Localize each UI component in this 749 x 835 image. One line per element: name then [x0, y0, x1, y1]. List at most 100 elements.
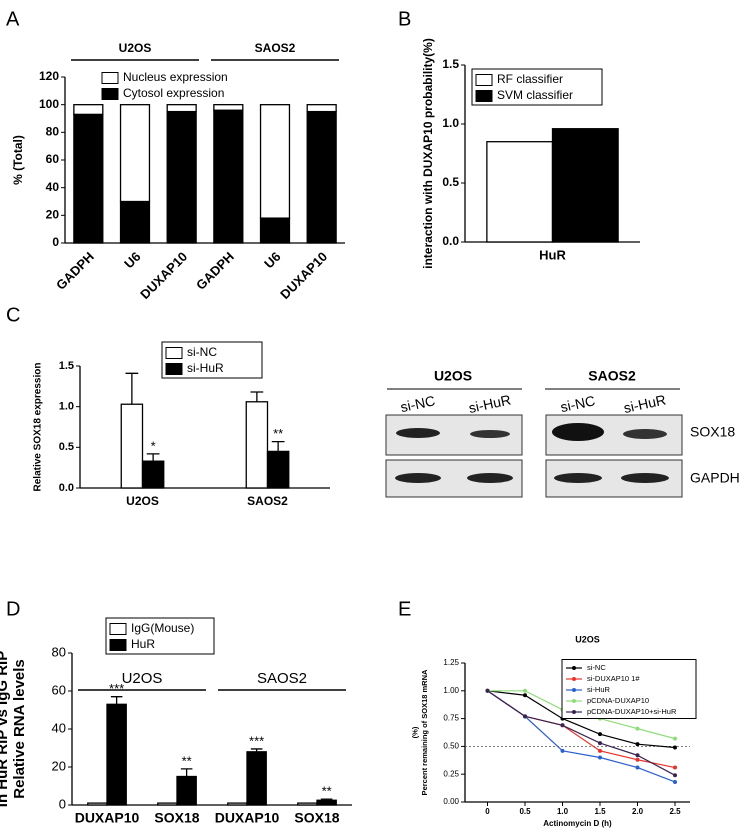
- legend-label: si-NC: [187, 345, 217, 359]
- legend-swatch: [109, 639, 127, 651]
- legend-swatch: [109, 623, 127, 635]
- y-tick-label: 1.0: [59, 401, 74, 413]
- panel-letter: A: [6, 8, 20, 30]
- bar: [141, 460, 165, 489]
- legend-label: pCDNA-DUXAP10+si-HuR: [587, 707, 677, 716]
- blot-lane: si-NC: [559, 392, 597, 415]
- y-tick-label: 80: [46, 125, 60, 139]
- x-tick-label: 1.0: [557, 807, 569, 816]
- panel-letter: B: [398, 8, 411, 30]
- legend-label: SVM classifier: [497, 88, 573, 102]
- bar-segment: [73, 113, 104, 244]
- significance: **: [322, 784, 332, 799]
- bar-segment: [306, 110, 337, 244]
- x-tick-label: SAOS2: [247, 494, 288, 508]
- legend-swatch: [165, 363, 183, 375]
- point: [635, 742, 640, 747]
- x-axis-label: Actinomycin D (h): [543, 819, 612, 828]
- y-axis-label: interaction with DUXAP10 probability(%): [421, 38, 435, 269]
- bar: [87, 802, 108, 806]
- blot-cell-line: U2OS: [434, 368, 472, 384]
- point: [560, 723, 565, 728]
- bar-segment: [213, 109, 244, 244]
- y-tick-label: 0.25: [443, 769, 459, 778]
- y-tick-label: 0.50: [443, 742, 459, 751]
- panel-letter: E: [398, 598, 411, 620]
- significance: *: [151, 438, 156, 453]
- legend-label: RF classifier: [497, 72, 563, 86]
- bar: [227, 802, 248, 806]
- group-label: U2OS: [122, 670, 163, 687]
- bar: [245, 401, 269, 489]
- legend-box: [561, 659, 697, 719]
- blot-lane: si-HuR: [622, 391, 667, 416]
- y-axis-label: Percent remaining of SOX18 mRNA: [420, 669, 429, 795]
- point: [598, 741, 602, 746]
- point: [635, 753, 640, 758]
- western-blot: U2OS SAOS2 si-NC si-HuR si-NC si-HuR SOX…: [385, 368, 740, 498]
- bar-segment: [259, 217, 291, 244]
- bar: [157, 802, 178, 806]
- blot-lane: si-HuR: [467, 391, 512, 416]
- bar-segment: [119, 104, 151, 203]
- y-tick-label: 0.0: [59, 482, 74, 494]
- point: [673, 779, 677, 784]
- y-axis-label: % (Total): [11, 135, 25, 185]
- y-tick-label: 0: [52, 235, 59, 249]
- significance: **: [273, 426, 283, 441]
- error-bar: [110, 696, 123, 705]
- legend-label: IgG(Mouse): [131, 621, 194, 635]
- y-tick-label: 60: [46, 152, 60, 166]
- error-bar: [250, 391, 264, 402]
- y-tick-label: 100: [39, 97, 59, 111]
- point: [523, 688, 527, 693]
- legend-swatch: [572, 699, 576, 703]
- legend-label: HuR: [131, 637, 155, 651]
- group-label: SAOS2: [255, 41, 296, 55]
- bar: [551, 128, 619, 243]
- y-axis-label: (%): [410, 726, 419, 738]
- significance: ***: [249, 733, 264, 748]
- x-tick-label: GADPH: [193, 249, 237, 293]
- x-tick-label: DUXAP10: [137, 249, 190, 302]
- legend-swatch: [572, 677, 576, 681]
- y-tick-label: 0: [59, 796, 66, 811]
- blot-cell-line: SAOS2: [588, 368, 636, 384]
- y-axis-label: Relative RNA levels: [11, 659, 28, 799]
- legend-label: Cytosol expression: [123, 86, 224, 100]
- x-tick-label: SOX18: [294, 810, 339, 826]
- blot-band: [623, 429, 667, 439]
- x-tick-label: DUXAP10: [277, 249, 330, 302]
- legend-label: si-HuR: [187, 361, 224, 375]
- error-bar: [146, 453, 160, 462]
- y-tick-label: 1.00: [443, 686, 459, 695]
- point: [560, 748, 565, 753]
- error-bar: [125, 372, 139, 405]
- bar: [120, 403, 144, 489]
- point: [523, 693, 527, 698]
- y-tick-label: 1.5: [442, 57, 459, 71]
- bar: [176, 775, 197, 806]
- significance: ***: [109, 681, 124, 696]
- bar: [246, 751, 267, 806]
- blot-band: [396, 428, 440, 438]
- x-tick-label: 2.0: [632, 807, 644, 816]
- legend-label: Nucleus expression: [123, 70, 228, 84]
- chart-title: U2OS: [575, 634, 600, 644]
- bar-segment: [166, 104, 197, 113]
- group-label: U2OS: [119, 41, 152, 55]
- blot-band: [467, 473, 513, 483]
- y-tick-label: 60: [52, 682, 66, 697]
- bar: [106, 703, 127, 806]
- significance: **: [182, 753, 192, 768]
- x-tick-label: U6: [121, 249, 143, 271]
- x-tick-label: HuR: [539, 247, 566, 262]
- point: [598, 748, 602, 753]
- point: [635, 765, 640, 770]
- legend-label: pCDNA-DUXAP10: [587, 696, 649, 705]
- error-bar: [320, 798, 333, 801]
- legend-swatch: [572, 666, 576, 670]
- x-tick-label: GADPH: [53, 249, 97, 293]
- point: [523, 714, 527, 719]
